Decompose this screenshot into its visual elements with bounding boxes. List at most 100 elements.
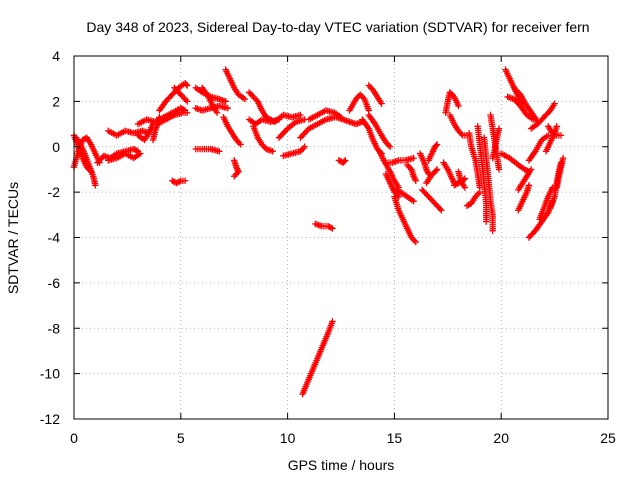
series-arc-12: [171, 84, 191, 105]
data-point: [176, 178, 183, 185]
data-point: [378, 100, 385, 107]
series-arc-45: [423, 166, 441, 187]
x-tick-label: 10: [280, 430, 296, 446]
series-arc-53: [465, 129, 484, 191]
series-arc-58: [498, 150, 533, 175]
data-point: [557, 132, 565, 139]
data-point: [495, 166, 503, 173]
series-arc-17: [192, 145, 223, 155]
series-arc-55: [480, 134, 496, 234]
data-point: [137, 150, 144, 157]
series-arc-52: [463, 188, 484, 209]
x-tick-labels: 0 5 10 15 20 25: [70, 430, 616, 446]
data-point: [433, 166, 441, 173]
y-tick-label: -2: [48, 184, 61, 200]
series-arc-44: [418, 186, 445, 214]
data-point: [216, 148, 223, 155]
data-point: [412, 177, 419, 184]
y-tick-label: -8: [48, 320, 61, 336]
series-arc-41: [391, 186, 417, 205]
data-point: [410, 198, 417, 205]
y-tick-label: 4: [52, 48, 60, 64]
series-arc-57: [489, 125, 503, 162]
data-point: [432, 142, 440, 149]
series-arc-70: [553, 154, 567, 191]
data-point: [553, 123, 560, 130]
y-tick-labels: -12 -10 -8 -6 -4 -2 0 2 4: [40, 48, 60, 427]
y-tick-label: 0: [52, 139, 60, 155]
series-arc-20: [231, 157, 242, 180]
series-arc-51: [455, 168, 469, 191]
series-arc-29: [312, 220, 336, 232]
data-point: [184, 98, 191, 105]
data-point: [433, 141, 441, 148]
data-point: [341, 158, 348, 165]
data-point: [231, 173, 238, 180]
data-points: [70, 66, 567, 398]
series-arc-65: [527, 100, 558, 132]
series-arc-39: [382, 154, 417, 166]
series-arc-23: [250, 123, 276, 155]
series-arc-49: [446, 111, 471, 139]
series-arc-24: [263, 111, 304, 125]
x-tick-label: 20: [493, 430, 509, 446]
series-arc-33: [346, 91, 372, 114]
data-point: [438, 207, 445, 214]
data-point: [92, 182, 99, 189]
data-point: [297, 111, 304, 119]
series-arc-03: [70, 132, 95, 175]
data-point: [525, 182, 533, 189]
series-arc-42: [404, 161, 419, 184]
data-point: [184, 82, 191, 89]
series-arc-67: [536, 184, 556, 223]
data-point: [455, 102, 462, 110]
data-point: [184, 109, 191, 116]
data-point: [181, 177, 189, 184]
series-arc-05: [104, 150, 144, 164]
data-point: [436, 205, 444, 213]
series-arc-62: [515, 166, 535, 194]
data-point: [329, 225, 336, 232]
series-arc-27: [297, 114, 338, 141]
x-axis-label: GPS time / hours: [288, 457, 395, 473]
data-point: [527, 166, 535, 173]
y-tick-label: -6: [48, 275, 61, 291]
series-arc-31: [335, 157, 349, 166]
series-arc-13: [169, 177, 189, 187]
series-arc-16: [198, 84, 221, 116]
data-point: [461, 184, 469, 191]
y-tick-label: -12: [40, 411, 60, 427]
series-arc-46: [425, 141, 441, 164]
x-tick-label: 25: [600, 430, 616, 446]
series-arc-48: [442, 89, 462, 116]
series-arc-56: [487, 111, 503, 173]
y-tick-label: -4: [48, 230, 61, 246]
data-point: [301, 143, 308, 150]
series-arc-30: [299, 318, 336, 398]
series-arc-71: [542, 123, 560, 155]
data-point: [269, 148, 276, 155]
series-arc-08: [134, 120, 157, 144]
data-point: [213, 109, 221, 116]
series-arc-19: [222, 66, 249, 103]
y-axis-label: SDTVAR / TECUs: [5, 182, 21, 294]
data-point: [182, 81, 190, 88]
y-tick-label: -10: [40, 366, 60, 382]
data-point: [495, 125, 503, 132]
series-arc-36: [365, 111, 394, 150]
x-tick-label: 15: [387, 430, 403, 446]
series-arc-61: [510, 84, 541, 125]
data-point: [342, 157, 349, 164]
data-point: [222, 98, 229, 105]
data-point: [559, 154, 567, 162]
axis-ticks: [73, 55, 609, 420]
data-point: [412, 238, 419, 246]
series-arc-40: [391, 193, 419, 246]
series-arc-11: [154, 109, 191, 128]
series-arc-43: [416, 150, 432, 178]
y-tick-label: 2: [52, 93, 60, 109]
series-arc-25: [275, 116, 308, 141]
data-point: [180, 106, 187, 113]
series-arc-34: [365, 82, 385, 107]
